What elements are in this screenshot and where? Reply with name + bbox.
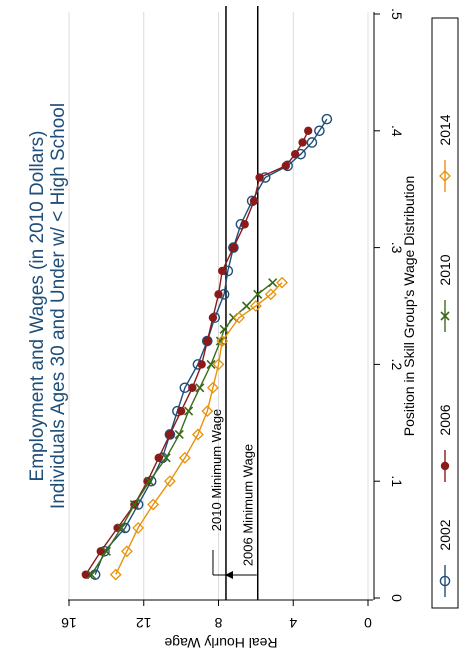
- x-axis-title: Position in Skill Group's Wage Distribut…: [401, 176, 417, 436]
- data-point-2006: [203, 336, 212, 346]
- data-point-2010: [195, 383, 205, 393]
- data-point-2006: [229, 243, 238, 252]
- x-tick-label: 0: [389, 594, 405, 602]
- series-line-2010: [90, 282, 274, 575]
- data-point-2010: [219, 324, 229, 334]
- plot-area: [72, 12, 372, 598]
- data-point-2010: [206, 359, 216, 369]
- data-point-2014: [109, 568, 122, 581]
- data-point-2006: [298, 138, 307, 147]
- data-point-2006: [165, 430, 175, 439]
- data-point-2014: [163, 475, 176, 488]
- data-point-2006: [214, 290, 223, 299]
- data-point-2014: [192, 428, 204, 441]
- data-point-2014: [276, 276, 288, 289]
- x-tick-label: .4: [389, 125, 405, 137]
- data-point-2010: [116, 523, 126, 533]
- chart-subtitle: Individuals Ages 30 and Under w/ < High …: [48, 103, 69, 509]
- series-line-2006: [85, 130, 309, 575]
- y-tick-label: 4: [289, 615, 297, 631]
- data-point-2002: [321, 113, 333, 125]
- y-tick-label: 12: [136, 615, 152, 631]
- data-point-2002: [306, 137, 318, 148]
- data-point-2006: [240, 220, 249, 229]
- data-point-2010: [144, 476, 154, 486]
- data-point-2006: [290, 149, 300, 159]
- data-point-2006: [255, 173, 264, 182]
- data-point-2006: [143, 477, 152, 486]
- legend-label-2006: 2006: [437, 404, 453, 435]
- data-point-2010: [174, 429, 184, 440]
- data-point-2014: [132, 522, 145, 534]
- data-point-2002: [164, 429, 176, 440]
- data-point-2014: [178, 451, 191, 464]
- data-point-2002: [439, 575, 451, 587]
- legend-label-2010: 2010: [437, 254, 453, 285]
- data-point-2006: [81, 570, 91, 579]
- data-point-2014: [212, 358, 225, 371]
- data-point-2010: [253, 289, 263, 299]
- data-point-2014: [249, 300, 262, 312]
- data-point-2010: [101, 546, 111, 556]
- data-point-2010: [86, 570, 96, 580]
- data-point-2010: [440, 311, 450, 321]
- x-tick-label: .5: [389, 8, 405, 20]
- reference-line-label: 2006 Minimum Wage: [241, 444, 256, 566]
- x-tick-label: .3: [389, 242, 405, 254]
- x-tick-label: .1: [389, 475, 405, 487]
- y-tick-label: 16: [61, 615, 77, 631]
- y-axis-title: Real Hourly Wage: [164, 635, 277, 651]
- reference-arrowhead: [224, 571, 233, 579]
- data-point-2014: [121, 545, 133, 558]
- legend-label-2002: 2002: [437, 519, 453, 550]
- data-point-2010: [268, 278, 278, 288]
- data-point-2010: [215, 336, 225, 346]
- data-point-2006: [176, 406, 186, 416]
- y-tick-label: 0: [364, 615, 372, 631]
- data-point-2002: [201, 335, 213, 347]
- data-point-2010: [241, 301, 252, 311]
- y-tick-label: 8: [214, 615, 222, 631]
- data-point-2010: [161, 453, 171, 463]
- data-point-2010: [129, 499, 139, 510]
- data-point-2006: [154, 453, 163, 463]
- data-point-2006: [188, 383, 197, 392]
- legend-label-2014: 2014: [437, 114, 453, 145]
- data-point-2006: [96, 547, 105, 556]
- reference-line-label: 2010 Minimum Wage: [209, 409, 224, 531]
- data-point-2006: [281, 161, 290, 171]
- data-point-2006: [197, 360, 206, 369]
- data-point-2006: [440, 461, 450, 471]
- x-tick-label: .2: [389, 359, 405, 371]
- data-point-2014: [147, 498, 160, 511]
- data-point-2006: [304, 126, 313, 135]
- data-point-2002: [228, 242, 239, 253]
- data-point-2014: [216, 335, 229, 347]
- data-point-2014: [264, 288, 277, 301]
- series-line-2014: [115, 282, 283, 575]
- data-point-2014: [233, 311, 245, 324]
- data-point-2014: [201, 405, 214, 418]
- data-point-2002: [314, 125, 325, 137]
- data-point-2006: [249, 196, 259, 206]
- data-point-2010: [184, 406, 194, 416]
- data-point-2006: [208, 313, 218, 322]
- data-point-2006: [218, 266, 227, 276]
- data-point-2014: [206, 381, 219, 394]
- data-point-2014: [439, 170, 451, 182]
- chart-title: Employment and Wages (in 2010 Dollars): [27, 131, 48, 482]
